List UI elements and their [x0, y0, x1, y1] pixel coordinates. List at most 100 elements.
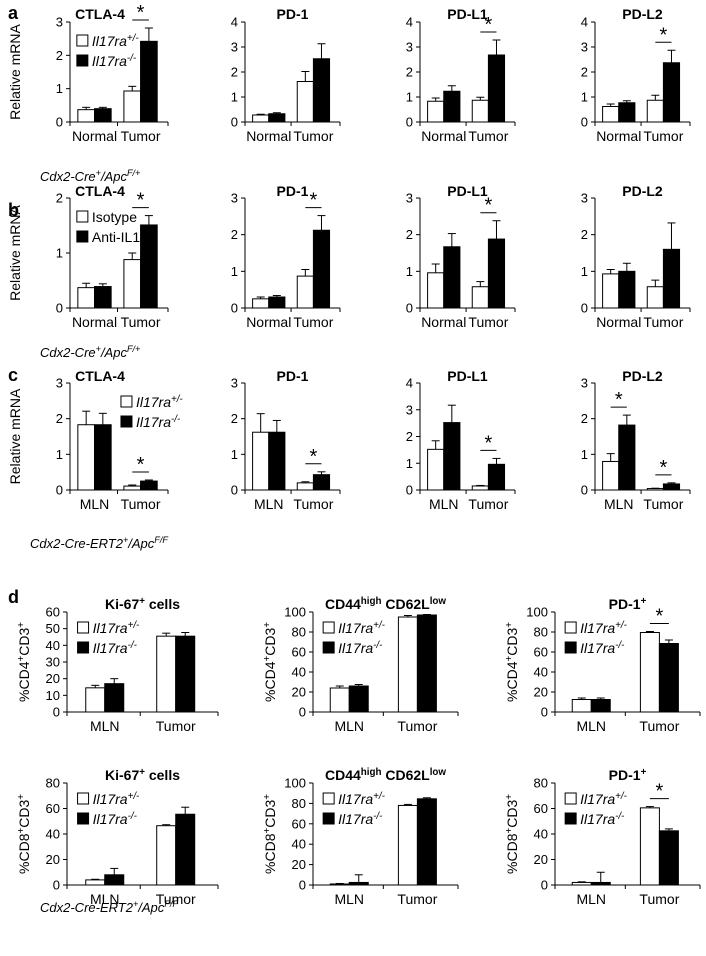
y-tick-label: 1 [406, 456, 413, 471]
y-tick-label: 0 [53, 878, 60, 893]
y-tick-label: 100 [284, 605, 306, 620]
bar [487, 238, 506, 309]
bar [140, 480, 158, 491]
bar [427, 100, 445, 123]
y-axis-label: %CD8+CD3+ [504, 794, 521, 874]
y-tick-label: 2 [581, 411, 588, 426]
legend-label: Anti-IL17A [92, 229, 158, 245]
bar [312, 58, 331, 123]
bar [618, 424, 636, 491]
bar [268, 113, 286, 123]
panel-footnote-c: Cdx2-Cre-ERT2+/ApcF/F [30, 535, 168, 551]
chart-title: PD-L2 [622, 6, 663, 22]
bar [296, 81, 314, 123]
y-tick-label: 1 [406, 264, 413, 279]
bar [571, 699, 592, 713]
chart-c-9: 0 1 2 3 * MLN Tumor CTLA-4 Relative mRNA Il17ra+/… [7, 368, 183, 512]
y-tick-label: 2 [56, 191, 63, 206]
chart-title: PD-L1 [447, 368, 488, 384]
x-category-label: MLN [90, 718, 120, 734]
y-tick-label: 10 [46, 688, 60, 703]
significance-star: * [137, 2, 145, 24]
x-category-label: MLN [334, 891, 364, 907]
y-tick-label: 60 [292, 816, 306, 831]
y-tick-label: 20 [46, 852, 60, 867]
bar [397, 616, 418, 713]
x-category-label: MLN [576, 891, 606, 907]
bar [77, 109, 95, 123]
x-category-label: Normal [596, 128, 641, 144]
y-tick-label: 1 [231, 264, 238, 279]
legend-label: Il17ra+/- [338, 791, 385, 808]
y-tick-label: 80 [292, 625, 306, 640]
significance-star: * [660, 24, 668, 46]
bar [571, 881, 592, 886]
x-category-label: Tumor [293, 314, 333, 330]
legend-label: Il17ra-/- [93, 640, 138, 657]
significance-star: * [485, 432, 493, 454]
y-tick-label: 0 [231, 301, 238, 316]
significance-star: * [485, 14, 493, 36]
y-tick-label: 2 [406, 65, 413, 80]
chart-title: PD-L2 [622, 368, 663, 384]
bar [77, 424, 95, 491]
x-category-label: Normal [421, 314, 466, 330]
y-tick-label: 2 [56, 411, 63, 426]
bar [416, 798, 437, 886]
bar [296, 275, 314, 309]
x-category-label: Normal [596, 314, 641, 330]
y-tick-label: 3 [56, 376, 63, 391]
panel-letter-d: d [8, 587, 19, 607]
bar [658, 830, 679, 886]
x-category-label: MLN [334, 718, 364, 734]
y-tick-label: 3 [581, 376, 588, 391]
x-category-label: Tumor [643, 496, 683, 512]
legend-label: Il17ra+/- [136, 394, 183, 411]
y-tick-label: 1 [231, 90, 238, 105]
legend-label: Il17ra+/- [338, 620, 385, 637]
y-axis-label: %CD8+CD3+ [16, 794, 33, 874]
legend-swatch [120, 415, 133, 428]
significance-star: * [137, 454, 145, 476]
y-tick-label: 0 [56, 115, 63, 130]
y-tick-label: 4 [406, 15, 413, 30]
y-tick-label: 3 [406, 402, 413, 417]
x-category-label: MLN [90, 891, 120, 907]
legend-label: Il17ra+/- [92, 33, 139, 50]
bar [312, 229, 331, 309]
y-tick-label: 2 [231, 65, 238, 80]
y-tick-label: 40 [292, 665, 306, 680]
y-tick-label: 0 [406, 483, 413, 498]
y-tick-label: 3 [581, 40, 588, 55]
y-tick-label: 3 [231, 376, 238, 391]
y-tick-label: 0 [56, 483, 63, 498]
legend-label: Il17ra+/- [580, 791, 627, 808]
bar [590, 699, 611, 713]
y-tick-label: 0 [581, 115, 588, 130]
bar [94, 424, 112, 491]
bar [123, 90, 142, 123]
y-axis-label: Relative mRNA [7, 24, 23, 120]
y-tick-label: 20 [292, 685, 306, 700]
y-tick-label: 100 [284, 776, 306, 791]
y-tick-label: 1 [231, 447, 238, 462]
y-tick-label: 0 [231, 483, 238, 498]
chart-title: PD-L2 [622, 183, 663, 199]
y-tick-label: 1 [581, 90, 588, 105]
bar [662, 483, 681, 491]
y-tick-label: 2 [56, 48, 63, 63]
significance-star: * [656, 781, 664, 803]
chart-d-18: 0 20 40 60 80 * MLN Tumor PD-1+ %CD8+CD3+ Il17ra+/… [504, 767, 701, 907]
bar [123, 259, 142, 309]
legend-label: Il17ra+/- [93, 620, 140, 637]
chart-title: PD-L1 [447, 183, 488, 199]
legend-label: Il17ra+/- [93, 791, 140, 808]
y-axis-label: Relative mRNA [7, 205, 23, 301]
bar [639, 632, 660, 713]
y-tick-label: 50 [46, 621, 60, 636]
y-tick-label: 2 [406, 227, 413, 242]
bar [662, 62, 681, 123]
bar [312, 474, 331, 491]
y-tick-label: 1 [581, 447, 588, 462]
bar [602, 273, 620, 309]
